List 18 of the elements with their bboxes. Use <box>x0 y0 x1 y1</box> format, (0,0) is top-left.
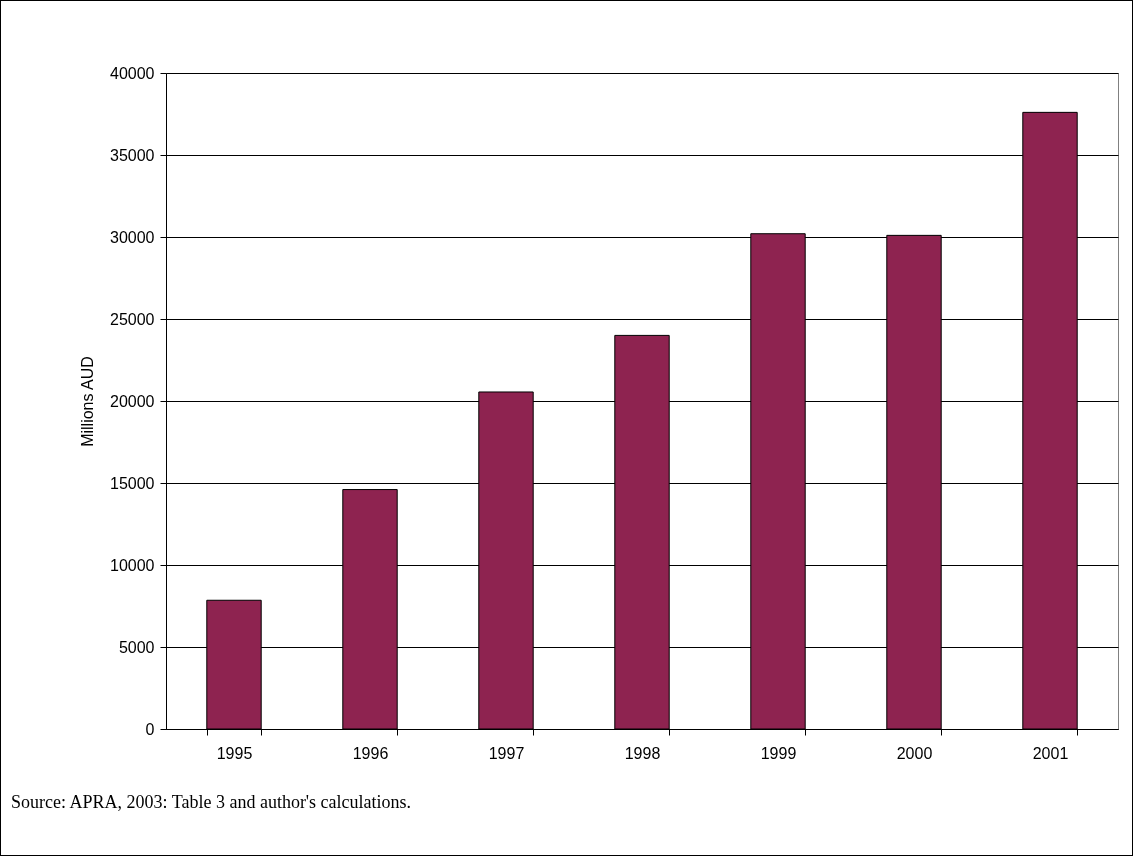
y-tick-label: 20000 <box>110 392 155 410</box>
y-tick-label: 30000 <box>110 228 155 246</box>
x-tick-label: 1999 <box>760 744 797 762</box>
x-tick-label: 1997 <box>488 744 525 762</box>
source-note: Source: APRA, 2003: Table 3 and author's calculations. <box>11 792 412 813</box>
x-tick-label: 2001 <box>1032 744 1069 762</box>
y-tick-label: 10000 <box>110 556 155 574</box>
x-tick-label: 2000 <box>896 744 933 762</box>
x-tick-label: 1996 <box>352 744 389 762</box>
y-axis-title: Millions AUD <box>79 356 97 447</box>
y-tick-label: 5000 <box>118 638 155 656</box>
y-tick-label: 35000 <box>110 146 155 164</box>
y-tick-label: 15000 <box>110 474 155 492</box>
x-tick-label: 1995 <box>216 744 253 762</box>
y-tick-label: 25000 <box>110 310 155 328</box>
y-tick-label: 40000 <box>110 64 155 82</box>
x-tick-label: 1998 <box>624 744 661 762</box>
y-tick-label: 0 <box>145 720 155 738</box>
